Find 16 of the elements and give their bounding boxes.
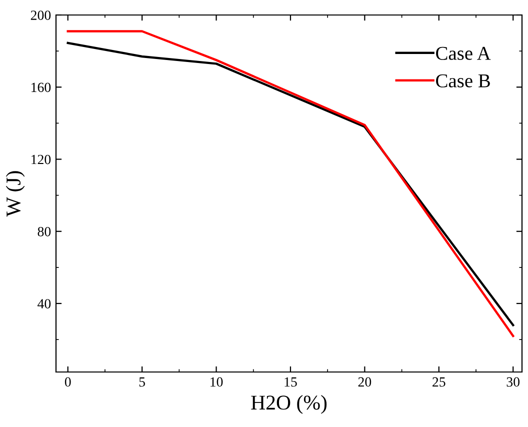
legend-label: Case A bbox=[436, 46, 491, 60]
x-tick-label: 30 bbox=[506, 377, 520, 387]
x-tick-label: 5 bbox=[139, 377, 146, 387]
x-tick-label: 15 bbox=[284, 377, 297, 387]
y-axis-title: W (J) bbox=[6, 171, 25, 217]
x-tick-label: 10 bbox=[210, 377, 223, 387]
y-tick-label: 120 bbox=[32, 154, 51, 164]
legend-label: Case B bbox=[436, 74, 490, 88]
x-axis-title: H2O (%) bbox=[251, 395, 327, 414]
x-tick-label: 20 bbox=[358, 377, 372, 387]
x-tick-label: 0 bbox=[64, 377, 71, 387]
y-tick-label: 40 bbox=[38, 299, 51, 308]
y-tick-label: 200 bbox=[30, 10, 51, 20]
y-tick-label: 80 bbox=[38, 226, 51, 236]
x-tick-label: 25 bbox=[432, 377, 446, 387]
y-tick-label: 160 bbox=[32, 82, 51, 92]
